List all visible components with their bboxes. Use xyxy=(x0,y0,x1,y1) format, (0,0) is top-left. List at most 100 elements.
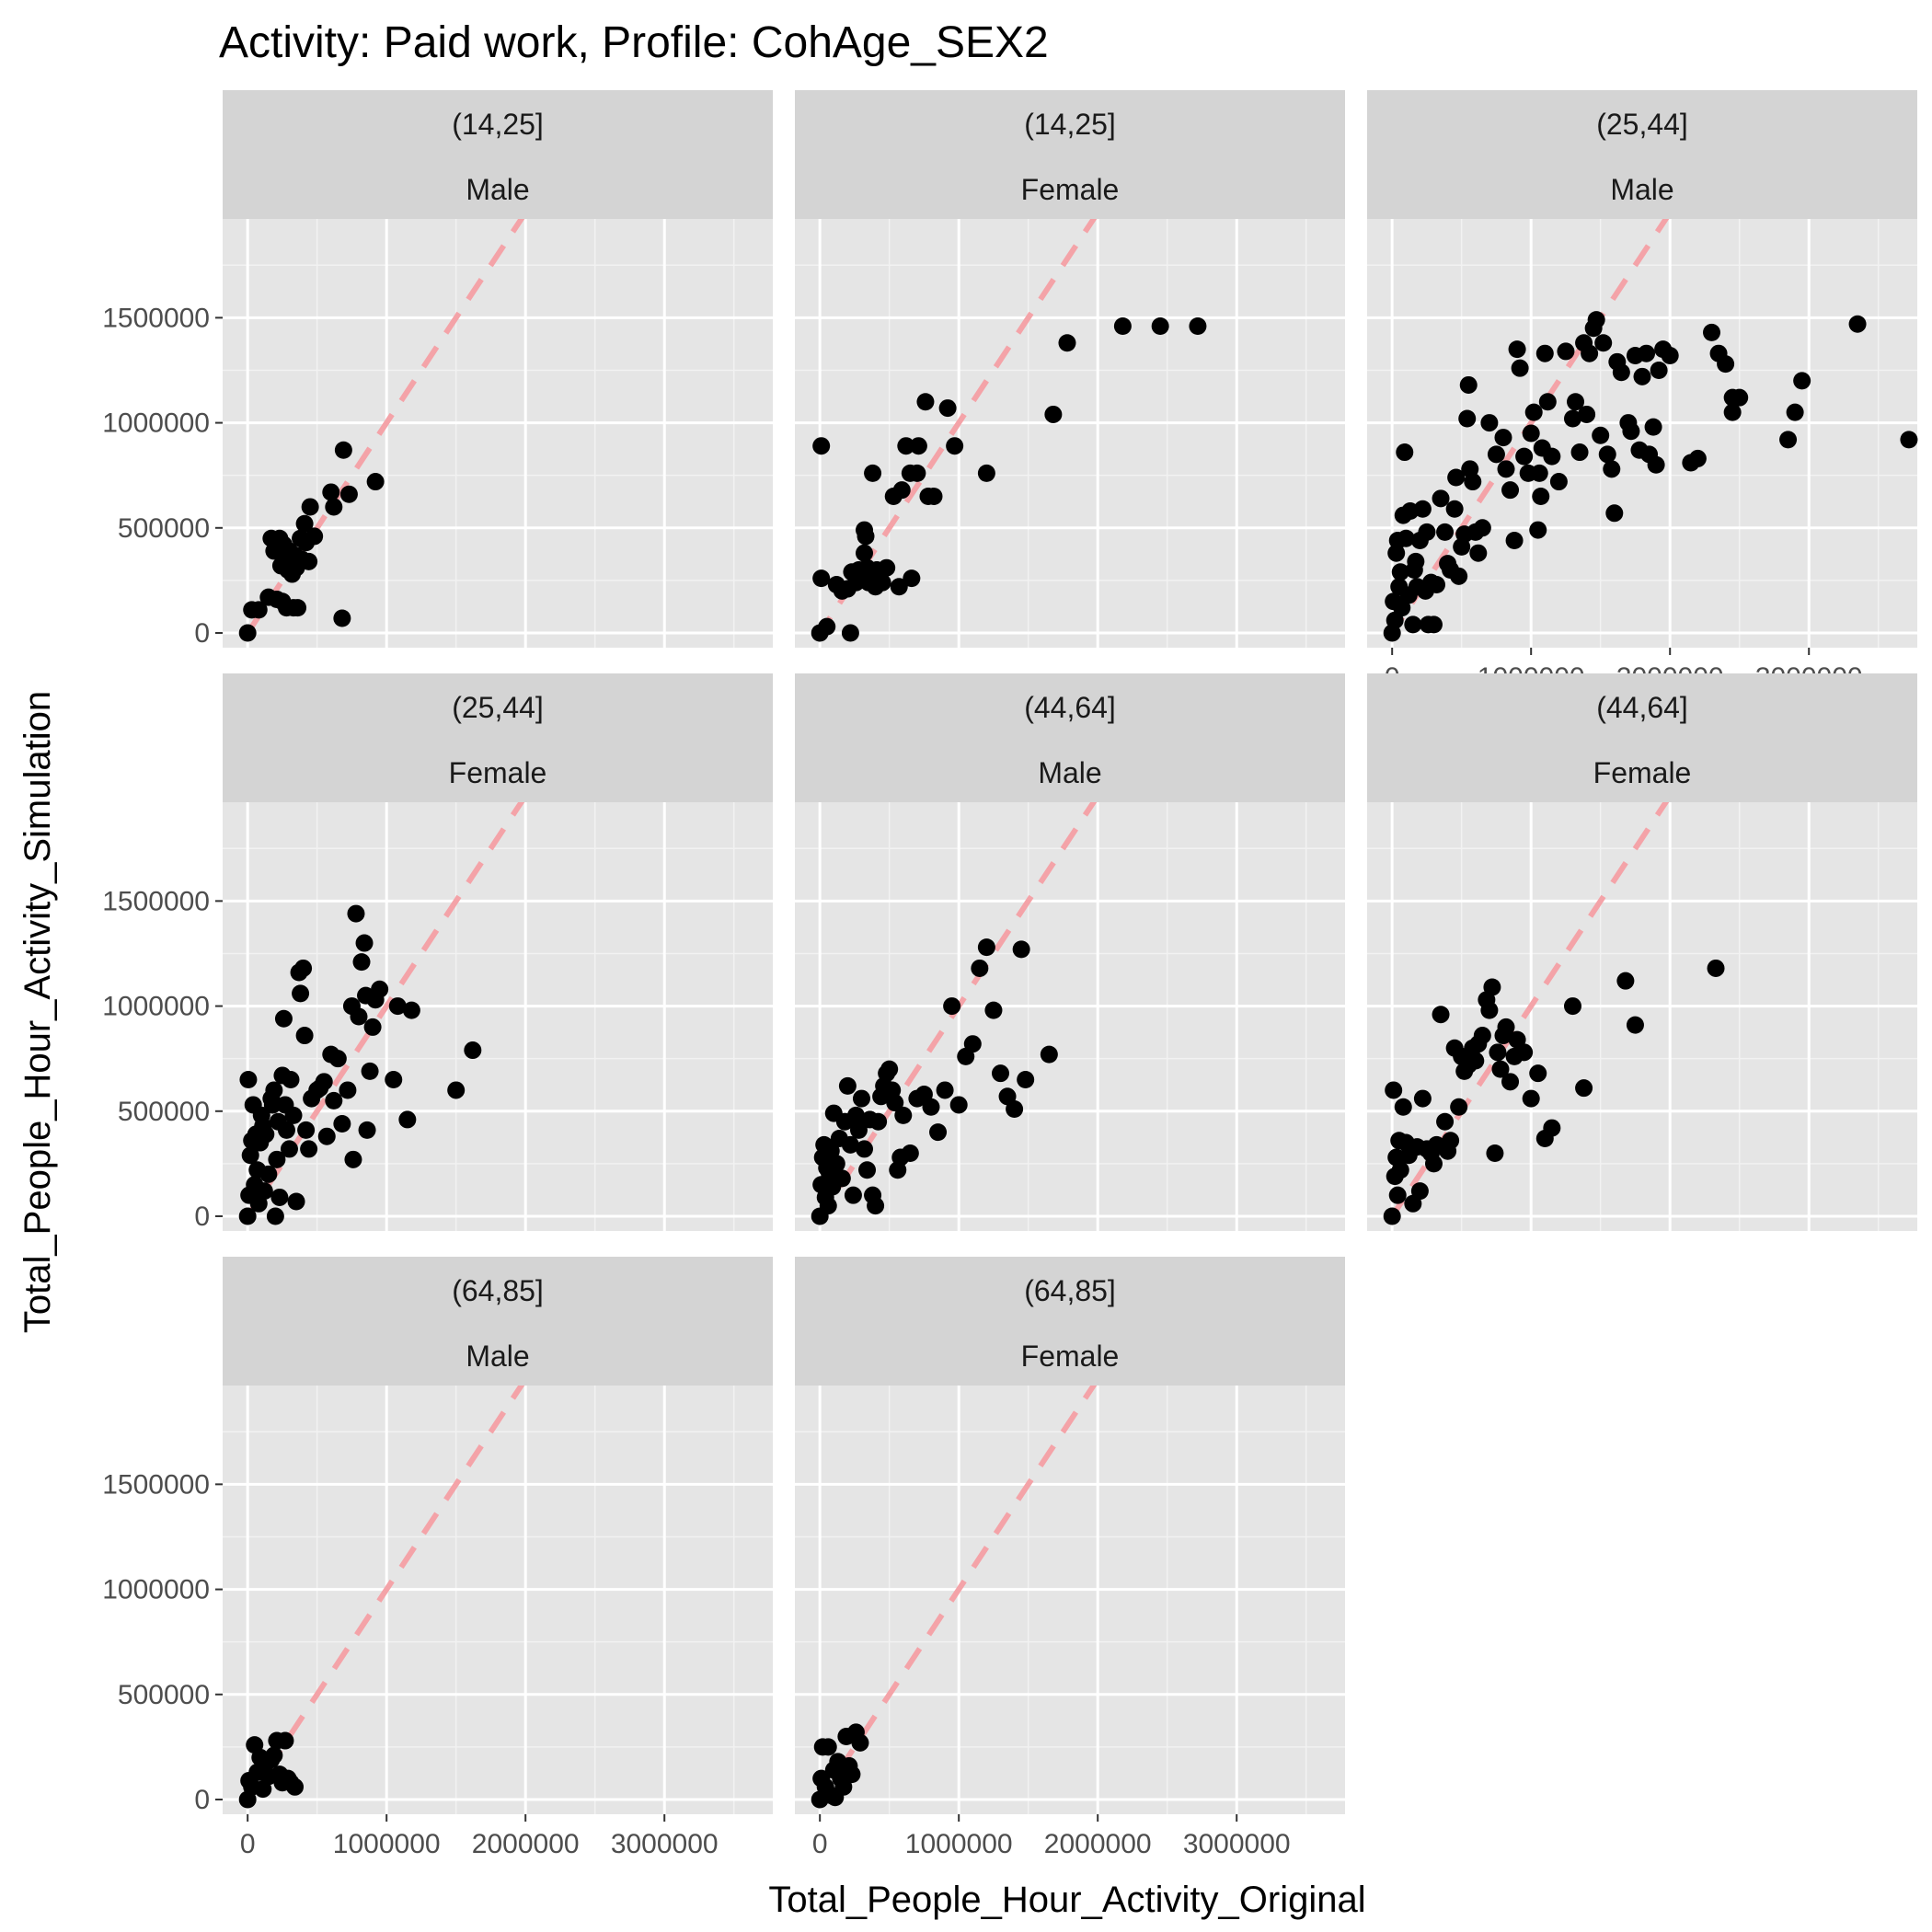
strip-label-sex: Male xyxy=(466,173,529,206)
data-point xyxy=(1486,1144,1504,1162)
x-tick-label: 0 xyxy=(812,1829,828,1859)
data-point xyxy=(301,498,319,516)
data-point xyxy=(1723,403,1742,421)
data-point xyxy=(1391,1161,1409,1179)
data-point xyxy=(844,1186,862,1204)
data-point xyxy=(1501,481,1520,500)
data-point xyxy=(1113,317,1132,335)
data-point xyxy=(1549,473,1568,491)
data-point xyxy=(1900,431,1918,449)
data-point xyxy=(388,997,407,1016)
data-point xyxy=(1508,340,1526,359)
data-point xyxy=(1489,1043,1507,1062)
data-point xyxy=(1575,1079,1593,1098)
y-tick-label: 0 xyxy=(194,1785,210,1815)
data-point xyxy=(908,464,926,482)
data-point xyxy=(257,1125,275,1144)
data-point xyxy=(347,904,365,923)
data-point xyxy=(1612,363,1630,382)
data-point xyxy=(1464,473,1482,491)
data-point xyxy=(1570,443,1589,462)
data-point xyxy=(1779,431,1798,449)
data-point xyxy=(878,558,896,577)
data-point xyxy=(333,609,351,627)
data-point xyxy=(1436,523,1455,541)
data-point xyxy=(300,1140,318,1158)
chart-title: Activity: Paid work, Profile: CohAge_SEX… xyxy=(219,18,1049,67)
data-point xyxy=(1428,575,1446,593)
data-point xyxy=(977,464,995,482)
data-point xyxy=(984,1001,1003,1019)
data-point xyxy=(1529,1064,1547,1083)
data-point xyxy=(339,1081,357,1099)
data-point xyxy=(852,1089,870,1108)
data-point xyxy=(352,953,371,972)
data-point xyxy=(284,1106,303,1124)
data-point xyxy=(843,1765,861,1784)
data-point xyxy=(1622,422,1640,441)
data-point xyxy=(1447,468,1466,487)
data-point xyxy=(1515,447,1534,466)
data-point xyxy=(1494,429,1512,447)
data-point xyxy=(1418,523,1436,541)
data-point xyxy=(263,1096,282,1114)
panel-background xyxy=(795,802,1345,1231)
y-tick-label: 1500000 xyxy=(102,303,210,333)
strip-background xyxy=(223,1257,773,1386)
data-point xyxy=(867,1197,885,1215)
data-point xyxy=(892,481,911,500)
data-point xyxy=(274,1009,293,1028)
data-point xyxy=(241,1146,259,1165)
data-point xyxy=(1511,359,1529,377)
facet-panels: (14,25] Male 0 500000 1000000 1500000 (14,25] F… xyxy=(102,90,1918,1859)
data-point xyxy=(1432,489,1450,508)
data-point xyxy=(922,1098,940,1116)
data-point xyxy=(292,984,310,1003)
data-point xyxy=(1044,405,1063,423)
data-point xyxy=(1413,1089,1432,1108)
data-point xyxy=(812,437,831,455)
data-point xyxy=(1473,519,1491,537)
data-point xyxy=(266,1207,284,1225)
data-point xyxy=(366,473,385,491)
panel-background xyxy=(223,1386,773,1814)
strip-label-sex: Female xyxy=(1021,1340,1120,1373)
data-point xyxy=(1578,405,1596,423)
data-point xyxy=(1410,1182,1429,1201)
data-point xyxy=(834,1777,853,1796)
strip-label-age: (44,64] xyxy=(1024,691,1116,724)
strip-background xyxy=(223,673,773,802)
data-point xyxy=(1432,1006,1450,1024)
strip-background xyxy=(795,1257,1345,1386)
y-tick-label: 1500000 xyxy=(102,886,210,916)
data-point xyxy=(358,1121,376,1139)
data-point xyxy=(300,552,318,570)
y-tick-label: 500000 xyxy=(118,513,210,544)
panel-background xyxy=(1367,219,1917,648)
panel-8: (64,85] Female 0 1000000 2000000 3000000 xyxy=(795,1257,1345,1859)
data-point xyxy=(1717,355,1735,374)
x-tick-label: 3000000 xyxy=(1183,1829,1291,1859)
data-point xyxy=(1603,460,1621,478)
reference-line xyxy=(235,802,525,1231)
panel-1: (14,25] Male 0 500000 1000000 1500000 xyxy=(102,90,773,649)
data-point xyxy=(1515,1043,1534,1062)
data-point xyxy=(943,997,961,1016)
data-point xyxy=(1385,1081,1403,1099)
strip-background xyxy=(1367,673,1917,802)
data-point xyxy=(1466,1052,1485,1070)
data-point xyxy=(1151,317,1169,335)
data-point xyxy=(838,1076,857,1095)
data-point xyxy=(1480,414,1499,432)
panel-6: (44,64] Female xyxy=(1367,673,1917,1231)
data-point xyxy=(1661,346,1679,364)
strip-label-sex: Male xyxy=(1038,756,1101,789)
data-point xyxy=(1396,443,1414,462)
y-tick-label: 1500000 xyxy=(102,1469,210,1500)
data-point xyxy=(909,437,927,455)
data-point xyxy=(277,1121,295,1139)
data-point xyxy=(929,1123,948,1142)
strip-label-age: (14,25] xyxy=(452,108,544,141)
x-tick-label: 2000000 xyxy=(472,1829,580,1859)
data-point xyxy=(897,437,915,455)
